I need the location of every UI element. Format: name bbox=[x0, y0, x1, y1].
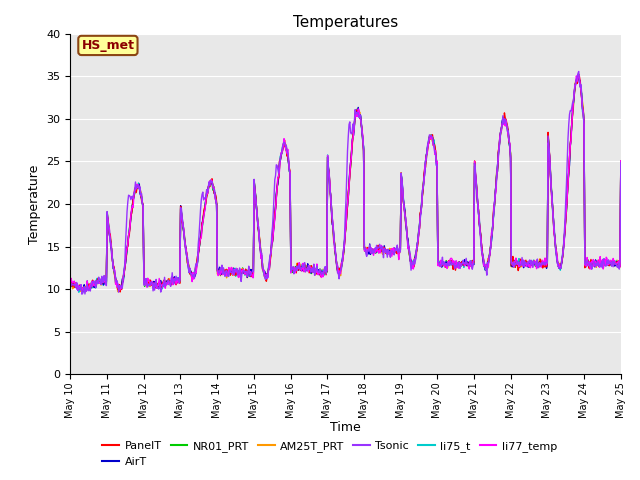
AirT bbox=[429, 139, 437, 145]
AirT bbox=[413, 243, 421, 249]
NR01_PRT bbox=[67, 280, 74, 286]
Line: NR01_PRT: NR01_PRT bbox=[70, 74, 621, 291]
AM25T_PRT bbox=[574, 72, 582, 78]
li75_t bbox=[617, 158, 625, 164]
li77_temp bbox=[134, 184, 141, 190]
li75_t bbox=[134, 186, 141, 192]
li75_t bbox=[79, 289, 86, 295]
NR01_PRT bbox=[190, 274, 198, 279]
PanelT bbox=[575, 72, 582, 78]
li77_temp bbox=[617, 158, 625, 164]
AM25T_PRT bbox=[67, 283, 74, 288]
Tsonic bbox=[429, 142, 437, 147]
Tsonic bbox=[67, 284, 74, 290]
PanelT bbox=[617, 158, 625, 164]
li77_temp bbox=[77, 282, 84, 288]
li77_temp bbox=[67, 277, 74, 283]
AM25T_PRT bbox=[190, 274, 198, 279]
PanelT bbox=[190, 273, 198, 279]
Line: AirT: AirT bbox=[70, 75, 621, 291]
li75_t bbox=[219, 269, 227, 275]
Title: Temperatures: Temperatures bbox=[293, 15, 398, 30]
li75_t bbox=[574, 73, 582, 79]
AirT bbox=[574, 72, 582, 78]
li77_temp bbox=[219, 272, 227, 277]
AM25T_PRT bbox=[77, 288, 84, 294]
AM25T_PRT bbox=[617, 159, 625, 165]
li75_t bbox=[77, 287, 84, 292]
NR01_PRT bbox=[575, 71, 582, 77]
AirT bbox=[67, 280, 74, 286]
PanelT bbox=[219, 270, 227, 276]
NR01_PRT bbox=[79, 288, 86, 294]
X-axis label: Time: Time bbox=[330, 420, 361, 434]
Line: Tsonic: Tsonic bbox=[70, 72, 621, 294]
NR01_PRT bbox=[413, 241, 421, 247]
NR01_PRT bbox=[219, 270, 227, 276]
NR01_PRT bbox=[77, 286, 84, 291]
li75_t bbox=[413, 240, 421, 246]
AirT bbox=[134, 184, 141, 190]
li77_temp bbox=[575, 72, 582, 78]
NR01_PRT bbox=[134, 184, 141, 190]
AirT bbox=[77, 286, 84, 291]
AM25T_PRT bbox=[429, 135, 437, 141]
Tsonic bbox=[77, 287, 84, 293]
PanelT bbox=[413, 246, 421, 252]
li77_temp bbox=[190, 276, 198, 282]
PanelT bbox=[429, 143, 437, 148]
PanelT bbox=[134, 183, 141, 189]
Tsonic bbox=[190, 272, 198, 277]
AirT bbox=[79, 288, 87, 294]
AirT bbox=[190, 272, 198, 278]
Tsonic bbox=[575, 69, 582, 74]
AM25T_PRT bbox=[219, 270, 227, 276]
AM25T_PRT bbox=[413, 241, 421, 247]
NR01_PRT bbox=[617, 162, 625, 168]
Tsonic bbox=[134, 183, 141, 189]
AM25T_PRT bbox=[79, 289, 86, 295]
li77_temp bbox=[429, 142, 437, 148]
PanelT bbox=[81, 289, 89, 295]
Line: li75_t: li75_t bbox=[70, 76, 621, 292]
Line: AM25T_PRT: AM25T_PRT bbox=[70, 75, 621, 292]
Line: li77_temp: li77_temp bbox=[70, 75, 621, 290]
NR01_PRT bbox=[429, 137, 437, 143]
AM25T_PRT bbox=[134, 183, 141, 189]
AirT bbox=[219, 269, 227, 275]
PanelT bbox=[67, 282, 74, 288]
li75_t bbox=[190, 269, 198, 275]
Text: HS_met: HS_met bbox=[81, 39, 134, 52]
li75_t bbox=[429, 138, 437, 144]
li77_temp bbox=[84, 288, 92, 293]
Line: PanelT: PanelT bbox=[70, 75, 621, 292]
Tsonic bbox=[617, 160, 625, 166]
Legend: PanelT, AirT, NR01_PRT, AM25T_PRT, Tsonic, li75_t, li77_temp: PanelT, AirT, NR01_PRT, AM25T_PRT, Tsoni… bbox=[98, 437, 561, 471]
Tsonic bbox=[413, 246, 421, 252]
PanelT bbox=[77, 287, 84, 292]
li75_t bbox=[67, 275, 74, 281]
Y-axis label: Temperature: Temperature bbox=[28, 164, 41, 244]
AirT bbox=[617, 162, 625, 168]
Tsonic bbox=[78, 291, 86, 297]
Tsonic bbox=[219, 271, 227, 276]
li77_temp bbox=[413, 242, 421, 248]
